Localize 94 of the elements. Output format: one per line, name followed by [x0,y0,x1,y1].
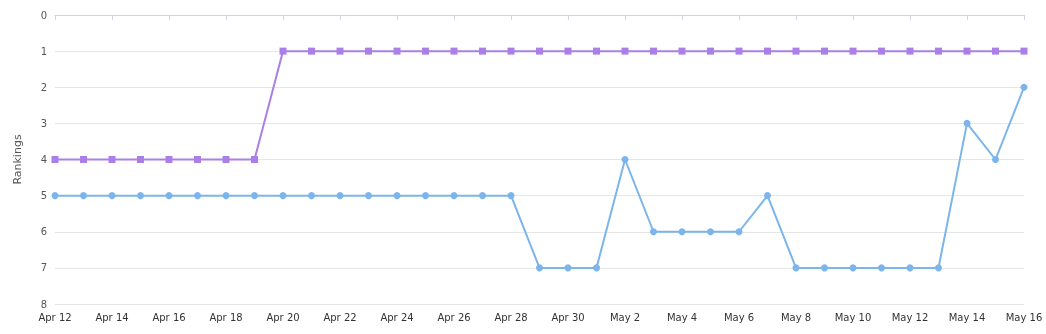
point [1020,83,1028,91]
point [849,47,857,55]
x-tick-label: Apr 14 [95,311,129,323]
point [51,192,59,200]
x-tick-label: Apr 12 [38,311,72,323]
x-tick-label: Apr 22 [323,311,357,323]
x-tick-label: Apr 16 [152,311,186,323]
point [308,47,315,55]
point [507,192,515,200]
point [906,47,914,55]
point [336,47,344,55]
x-tick-label: Apr 24 [380,311,414,323]
point [707,228,714,236]
point [650,47,657,55]
point [422,47,429,55]
x-tick-label: May 16 [1005,311,1043,323]
point [51,156,59,163]
point [935,264,942,272]
point [279,192,287,200]
point [165,192,173,200]
point [108,192,116,200]
x-tick-label: May 10 [834,311,872,323]
y-axis-title: Rankings [11,134,24,185]
point [764,192,771,200]
point [621,156,629,163]
x-tick-label: May 2 [609,311,641,323]
point [735,47,743,55]
point [80,156,87,163]
point [764,47,771,55]
point [963,119,971,127]
point [792,47,800,55]
point [479,47,486,55]
y-tick-label: 0 [40,9,47,21]
x-tick-label: Apr 30 [551,311,585,323]
point [80,192,87,200]
point [479,192,486,200]
point [878,47,885,55]
point [536,264,543,272]
point [507,47,515,55]
x-tick-label: May 14 [948,311,986,323]
point [536,47,543,55]
point [1020,47,1028,55]
point [108,156,116,163]
point [450,47,458,55]
point [564,47,572,55]
point [450,192,458,200]
point [992,47,999,55]
x-tick-label: May 12 [891,311,929,323]
x-tick-label: May 4 [666,311,698,323]
point [137,156,144,163]
y-tick-label: 5 [40,190,47,202]
point [222,192,230,200]
point [593,264,600,272]
point [621,47,629,55]
point [336,192,344,200]
point [365,47,372,55]
point [393,192,401,200]
y-tick-label: 1 [40,45,47,57]
point [251,156,258,163]
y-tick-label: 7 [40,262,47,274]
point [963,47,971,55]
point [878,264,885,272]
point [279,47,287,55]
point [194,192,201,200]
point [678,47,686,55]
x-tick-label: May 6 [723,311,755,323]
point [137,192,144,200]
x-tick-label: Apr 26 [437,311,471,323]
y-tick-label: 6 [40,226,47,238]
point [222,156,230,163]
point [308,192,315,200]
x-tick-label: Apr 28 [494,311,528,323]
point [251,192,258,200]
point [365,192,372,200]
point [194,156,201,163]
point [393,47,401,55]
point [422,192,429,200]
y-tick-label: 2 [40,81,47,93]
point [165,156,173,163]
y-tick-label: 3 [40,117,47,129]
point [707,47,714,55]
point [821,264,828,272]
point [821,47,828,55]
point [992,156,999,163]
point [735,228,743,236]
y-tick-label: 8 [40,298,47,310]
x-tick-label: May 8 [780,311,812,323]
point [678,228,686,236]
point [593,47,600,55]
y-tick-label: 4 [40,154,47,165]
point [935,47,942,55]
point [650,228,657,236]
x-tick-label: Apr 20 [266,311,300,323]
x-tick-label: Apr 18 [209,311,243,323]
